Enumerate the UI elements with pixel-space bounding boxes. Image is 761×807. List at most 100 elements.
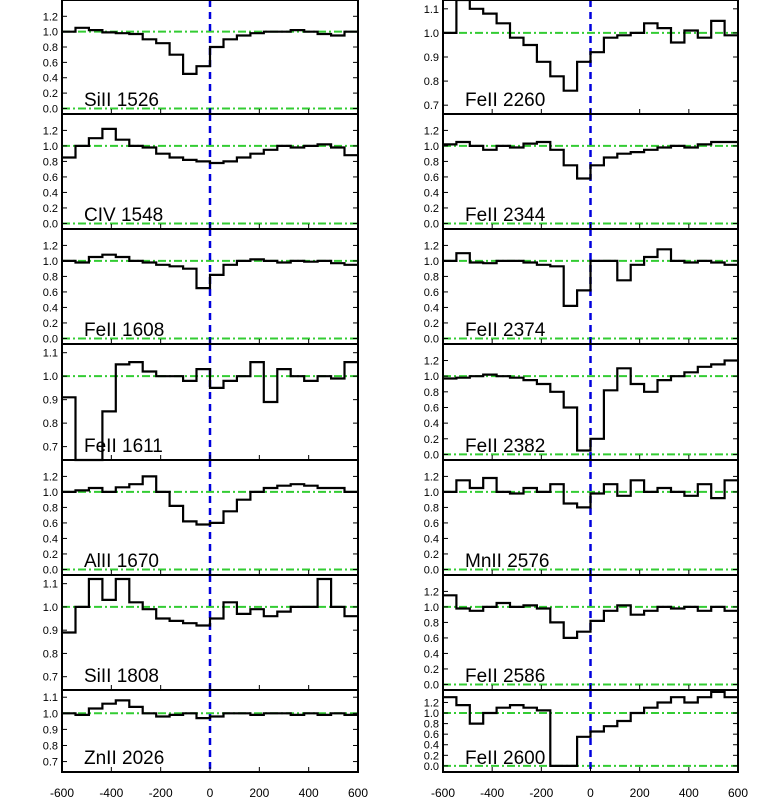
spectrum-line: [443, 594, 738, 639]
spectrum-line: [62, 253, 358, 290]
panel-label: CIV 1548: [84, 205, 163, 226]
y-tick-label: 0.8: [424, 719, 439, 731]
panel-label: FeII 2344: [465, 205, 546, 226]
y-tick-label: 1.0: [43, 371, 58, 383]
panel-6: 0.7 0.8 0.9 1.0 1.1 ZnII 2026: [43, 689, 359, 773]
y-tick-label: 0.7: [424, 100, 439, 112]
y-tick-label: 1.2: [43, 240, 58, 252]
panel-3: 0.7 0.8 0.9 1.0 1.1 FeII 1611: [43, 343, 359, 462]
y-tick-label: 0.2: [43, 88, 58, 100]
panel-label: FeII 2374: [465, 320, 546, 341]
spectrum-line: [62, 577, 358, 634]
y-tick-label: 0.0: [424, 761, 439, 773]
y-tick-label: 1.0: [424, 256, 439, 268]
y-tick-label: 1.2: [43, 125, 58, 137]
y-tick-label: 0.4: [43, 302, 58, 314]
panel-label: ZnII 2026: [84, 748, 164, 769]
x-tick-label: -200: [149, 786, 173, 800]
y-tick-label: 1.2: [424, 240, 439, 252]
y-tick-label: 0.8: [43, 42, 58, 54]
y-tick-label: 1.0: [43, 141, 58, 153]
panel-8: 0.0 0.2 0.4 0.6 0.8 1.0 1.2 FeII 2344: [424, 113, 739, 230]
spectrum-line: [443, 248, 738, 307]
y-tick-label: 1.0: [424, 371, 439, 383]
y-tick-label: 0.6: [43, 518, 58, 530]
spectrum-line: [62, 699, 358, 720]
y-tick-label: 0.8: [43, 648, 58, 660]
y-tick-label: 1.0: [424, 28, 439, 40]
panel-10: 0.0 0.2 0.4 0.6 0.8 1.0 1.2 FeII 2382: [424, 343, 739, 461]
x-tick-label: 200: [249, 786, 269, 800]
y-tick-label: 0.8: [424, 617, 439, 629]
panel-label: SiII 1526: [84, 90, 159, 111]
panel-label: FeII 2382: [465, 436, 545, 457]
panel-1: 0.0 0.2 0.4 0.6 0.8 1.0 1.2 CIV 1548: [43, 113, 359, 230]
panel-7: 0.7 0.8 0.9 1.0 1.1 FeII 2260: [424, 0, 739, 115]
x-tick-label: -200: [529, 786, 553, 800]
y-tick-label: 1.2: [43, 471, 58, 483]
y-tick-label: 0.0: [424, 449, 439, 461]
y-tick-label: 0.4: [424, 740, 439, 752]
y-tick-label: 1.0: [424, 487, 439, 499]
y-tick-label: 0.4: [43, 533, 58, 545]
y-tick-label: 0.8: [424, 76, 439, 88]
y-tick-label: 0.2: [424, 434, 439, 446]
y-tick-label: 0.8: [424, 387, 439, 399]
y-tick-label: 0.4: [424, 187, 439, 199]
y-tick-label: 0.0: [43, 564, 58, 576]
y-tick-label: 1.2: [424, 471, 439, 483]
y-tick-label: 0.0: [424, 679, 439, 691]
panel-label: SiII 1808: [84, 666, 159, 687]
x-tick-label: -600: [50, 786, 74, 800]
y-tick-label: 0.8: [43, 156, 58, 168]
y-tick-label: 1.1: [43, 348, 58, 360]
x-tick-label: 400: [679, 786, 699, 800]
panel-label: FeII 2600: [465, 748, 545, 769]
y-tick-label: 0.6: [424, 287, 439, 299]
y-tick-label: 0.9: [43, 395, 58, 407]
y-tick-label: 0.2: [43, 549, 58, 561]
y-tick-label: 0.7: [43, 757, 58, 769]
y-tick-label: 1.0: [424, 141, 439, 153]
y-tick-label: 1.2: [424, 125, 439, 137]
y-tick-label: 0.6: [43, 172, 58, 184]
y-tick-label: 0.2: [424, 549, 439, 561]
x-tick-label: 400: [299, 786, 319, 800]
y-tick-label: 1.1: [43, 692, 58, 704]
y-tick-label: 0.4: [424, 648, 439, 660]
panel-9: 0.0 0.2 0.4 0.6 0.8 1.0 1.2 FeII 2374: [424, 228, 739, 345]
x-axis-layer: -600 -400 -200 0 200 400 600 -600 -400 -200 0 200 40…: [50, 786, 748, 800]
y-tick-label: 0.6: [43, 57, 58, 69]
spectrum-line: [443, 0, 738, 92]
y-tick-label: 1.0: [43, 602, 58, 614]
y-tick-label: 0.2: [424, 203, 439, 215]
y-tick-label: 0.6: [424, 518, 439, 530]
y-tick-label: 0.6: [43, 287, 58, 299]
panel-label: AlII 1670: [84, 551, 159, 572]
y-tick-label: 1.0: [424, 708, 439, 720]
y-tick-label: 1.1: [424, 4, 439, 16]
y-tick-label: 0.4: [424, 533, 439, 545]
y-tick-label: 0.7: [43, 442, 58, 454]
spectrum-line: [443, 140, 738, 180]
panel-2: 0.0 0.2 0.4 0.6 0.8 1.0 1.2 FeII 1608: [43, 228, 359, 345]
panel-label: MnII 2576: [465, 551, 550, 572]
y-tick-label: 0.8: [424, 502, 439, 514]
y-tick-label: 1.0: [43, 487, 58, 499]
y-tick-label: 0.8: [43, 740, 58, 752]
x-tick-label: 600: [728, 786, 748, 800]
spectrum-line: [443, 359, 738, 452]
panel-label: FeII 2260: [465, 90, 545, 111]
panel-label: FeII 2586: [465, 666, 545, 687]
y-tick-label: 0.9: [43, 724, 58, 736]
x-tick-label: 600: [348, 786, 368, 800]
panel-11: 0.0 0.2 0.4 0.6 0.8 1.0 1.2 MnII 2576: [424, 459, 739, 576]
panel-0: 0.0 0.2 0.4 0.6 0.8 1.0 1.2 SiII 1526: [43, 0, 359, 115]
x-tick-label: 0: [207, 786, 214, 800]
panel-13: 0.00.20.40.60.81.01.2 FeII 2600: [424, 689, 739, 773]
x-tick-label: -400: [99, 786, 123, 800]
y-tick-label: 0.9: [424, 52, 439, 64]
spectrum-line: [443, 690, 738, 767]
y-tick-label: 0.4: [43, 187, 58, 199]
